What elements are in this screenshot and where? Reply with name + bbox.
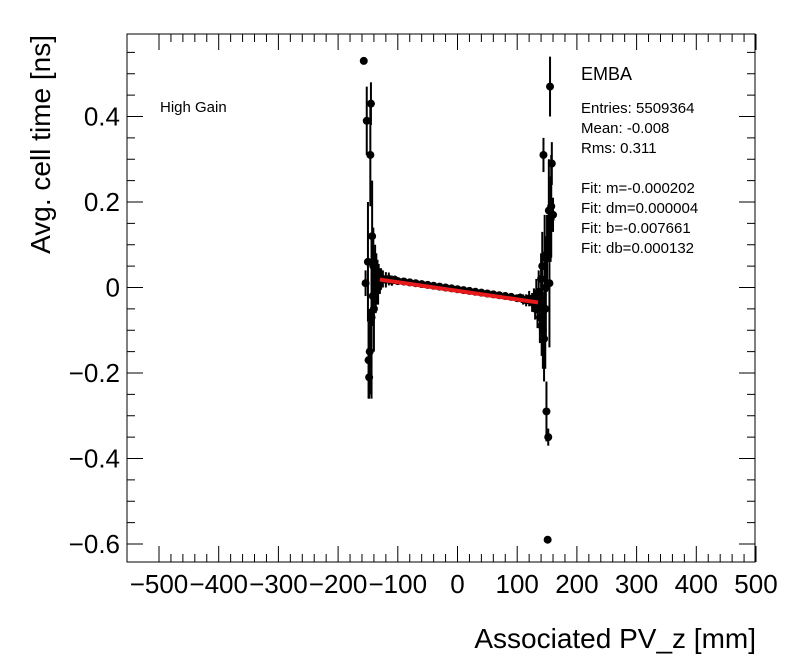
x-tick-label: −100 <box>369 569 428 599</box>
y-tick-label: 0 <box>106 273 120 303</box>
data-point <box>366 150 375 159</box>
stats-fit-dm: Fit: dm=0.000004 <box>581 200 698 217</box>
stats-fit-db: Fit: db=0.000132 <box>581 240 694 257</box>
x-tick-label: −400 <box>189 569 248 599</box>
data-point <box>547 202 556 211</box>
plot-frame <box>126 33 756 563</box>
data-point <box>543 535 552 544</box>
y-tick-label: −0.2 <box>69 358 120 388</box>
data-point <box>547 159 556 168</box>
fit-line <box>379 277 539 305</box>
y-tick-label: −0.6 <box>69 529 120 559</box>
y-tick-label: −0.4 <box>69 444 120 474</box>
data-point <box>546 82 555 91</box>
stats-mean: Mean: -0.008 <box>581 120 669 137</box>
stats-title: EMBA <box>581 64 632 84</box>
x-tick-label: 500 <box>734 569 777 599</box>
data-point <box>544 433 553 442</box>
data-point <box>365 347 374 356</box>
x-tick-label: −300 <box>249 569 308 599</box>
x-tick-label: 300 <box>615 569 658 599</box>
stats-fit-b: Fit: b=-0.007661 <box>581 220 691 237</box>
x-axis-title: Associated PV_z [mm] <box>474 623 756 654</box>
data-point <box>362 116 371 125</box>
data-point <box>545 279 554 288</box>
data-point <box>363 257 372 266</box>
data-point <box>540 334 549 343</box>
data-point <box>549 210 558 219</box>
y-axis-title: Avg. cell time [ns] <box>25 35 56 254</box>
x-tick-labels: −500 −400 −300 −200 −100 0 100 200 300 400 500 <box>130 569 778 599</box>
data-point <box>542 407 551 416</box>
high-gain-label: High Gain <box>160 99 227 116</box>
x-tick-label: −500 <box>130 569 189 599</box>
stats-fit-m: Fit: m=-0.000202 <box>581 180 695 197</box>
data-points <box>359 56 558 544</box>
data-point <box>366 99 375 108</box>
x-tick-label: 400 <box>675 569 718 599</box>
x-tick-label: 0 <box>450 569 464 599</box>
stats-box: EMBA Entries: 5509364 Mean: -0.008 Rms: … <box>581 64 698 257</box>
data-point <box>369 304 378 313</box>
y-tick-label: 0.2 <box>84 187 120 217</box>
stats-rms: Rms: 0.311 <box>581 140 657 157</box>
x-tick-label: 100 <box>496 569 539 599</box>
axis-ticks <box>127 34 757 562</box>
y-tick-label: 0.4 <box>84 102 120 132</box>
data-point <box>368 232 377 241</box>
data-point <box>539 150 548 159</box>
data-point <box>359 56 368 65</box>
stats-entries: Entries: 5509364 <box>581 100 694 117</box>
x-tick-label: 200 <box>555 569 598 599</box>
x-tick-label: −200 <box>309 569 368 599</box>
y-tick-labels: 0.4 0.2 0 −0.2 −0.4 −0.6 <box>69 102 120 560</box>
